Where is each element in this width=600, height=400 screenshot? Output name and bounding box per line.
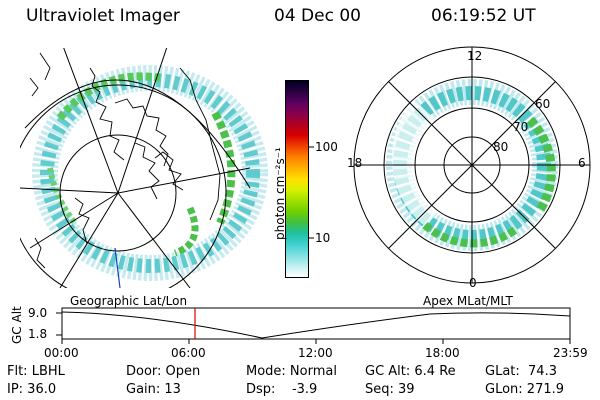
altitude-ytick-9: 9.0: [28, 306, 48, 320]
mlat-label-60: 60: [535, 97, 551, 111]
xtick-0600: 06:00: [171, 346, 206, 360]
xtick-1200: 12:00: [298, 346, 333, 360]
mlat-mlt-dial: [353, 46, 591, 284]
left-map-caption: Geographic Lat/Lon: [70, 294, 188, 308]
mlat-label-80: 80: [493, 140, 509, 154]
status-dsp: Dsp: -3.9: [246, 382, 318, 397]
colorbar-unit-label: photon cm⁻²s⁻¹: [273, 147, 287, 240]
altitude-curve: [61, 311, 571, 339]
status-door: Door: Open: [126, 364, 201, 379]
status-gc-alt: GC Alt: 6.4 Re: [365, 364, 456, 379]
date-label: 04 Dec 00: [274, 6, 361, 26]
dial-grid: [353, 46, 591, 284]
altitude-plot: [56, 307, 571, 344]
xtick-2359: 23:59: [553, 346, 588, 360]
mlat-label-70: 70: [513, 120, 529, 134]
time-label: 06:19:52 UT: [431, 6, 536, 26]
altitude-ylabel: GC Alt: [10, 306, 24, 344]
instrument-title: Ultraviolet Imager: [26, 6, 180, 26]
status-gain: Gain: 13: [126, 382, 181, 397]
mlt-label-18: 18: [347, 156, 363, 170]
status-glon: GLon: 271.9: [485, 382, 565, 397]
status-glat: GLat: 74.3: [485, 364, 557, 379]
status-mode: Mode: Normal: [246, 364, 337, 379]
lat-lon-grid: [20, 48, 251, 288]
colorbar-tick-100: 100: [315, 140, 338, 154]
satellite-track-line: [114, 247, 121, 288]
coastlines: [29, 52, 221, 269]
xtick-1800: 18:00: [425, 346, 460, 360]
aurora-oval-geographic: [32, 65, 268, 281]
status-seq: Seq: 39: [365, 382, 415, 397]
status-filter: Flt: LBHL: [7, 364, 65, 379]
geographic-map: [20, 48, 268, 288]
status-ip: IP: 36.0: [7, 382, 57, 397]
xtick-0000: 00:00: [44, 346, 79, 360]
colorbar-tick-10: 10: [315, 231, 331, 245]
mlt-label-6: 6: [578, 156, 586, 170]
right-map-caption: Apex MLat/MLT: [423, 294, 513, 308]
mlt-label-0: 0: [469, 276, 477, 290]
altitude-ytick-1-8: 1.8: [28, 327, 48, 341]
colorbar-ticks: [308, 146, 314, 239]
colorbar: [285, 80, 309, 278]
mlt-label-12: 12: [467, 49, 483, 63]
